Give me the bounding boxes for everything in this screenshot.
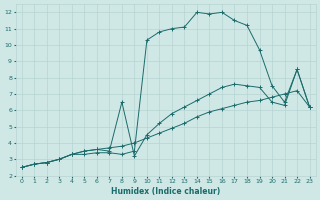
X-axis label: Humidex (Indice chaleur): Humidex (Indice chaleur) [111, 187, 220, 196]
